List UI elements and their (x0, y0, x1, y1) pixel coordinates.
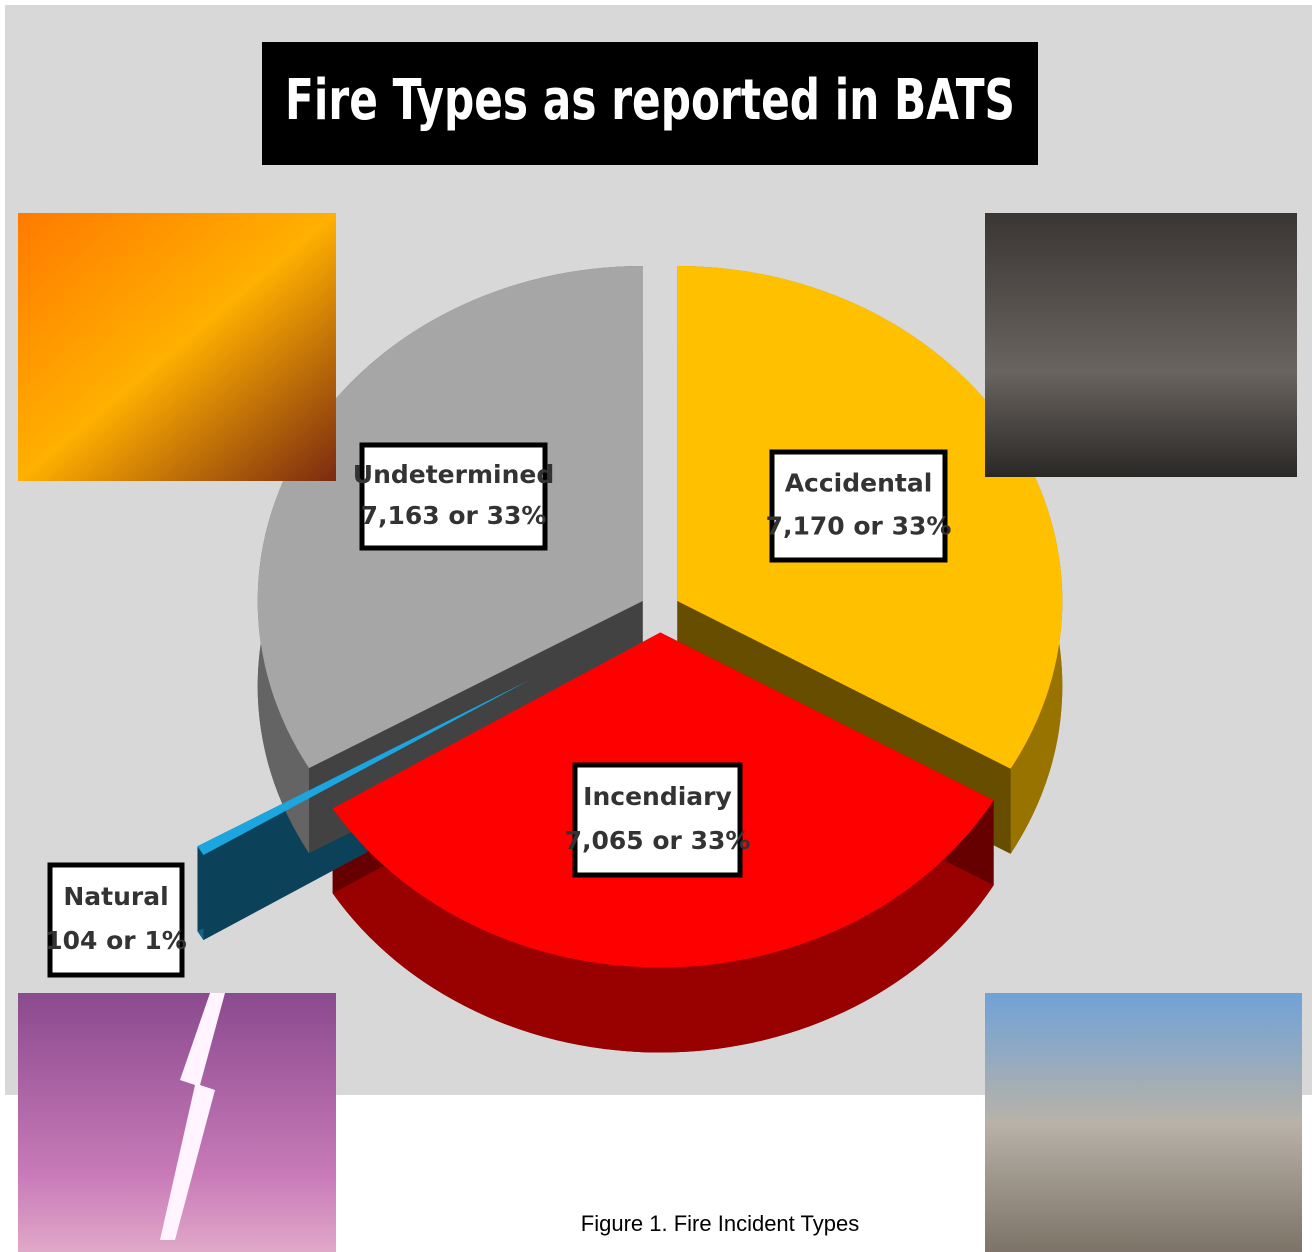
label-box (572, 762, 743, 878)
caption: Figure 1. Fire Incident Types (581, 1211, 859, 1236)
value-label: 104 or 1% (45, 926, 187, 955)
photo (985, 993, 1302, 1252)
label-box (47, 862, 185, 978)
slice-label: Undetermined (353, 460, 554, 489)
slice (197, 679, 532, 855)
slice-label: Accidental (785, 468, 933, 497)
label-box (769, 449, 948, 563)
value-label: 7,170 or 33% (766, 512, 952, 541)
lightning (160, 993, 225, 1240)
photo (985, 213, 1297, 477)
labels: Accidental 7,170 or 33% Incendiary 7,065 or… (45, 442, 952, 978)
chart-title: Fire Types as reported in BATS (285, 68, 1015, 133)
value-label: 7,065 or 33% (565, 826, 751, 855)
slice-side (332, 800, 994, 1053)
photo (18, 213, 336, 481)
slice-label: Natural (63, 882, 168, 911)
title-box (262, 42, 1038, 165)
slice-label: Incendiary (583, 782, 732, 811)
value-label: 7,163 or 33% (361, 501, 547, 530)
label-box (359, 442, 548, 551)
